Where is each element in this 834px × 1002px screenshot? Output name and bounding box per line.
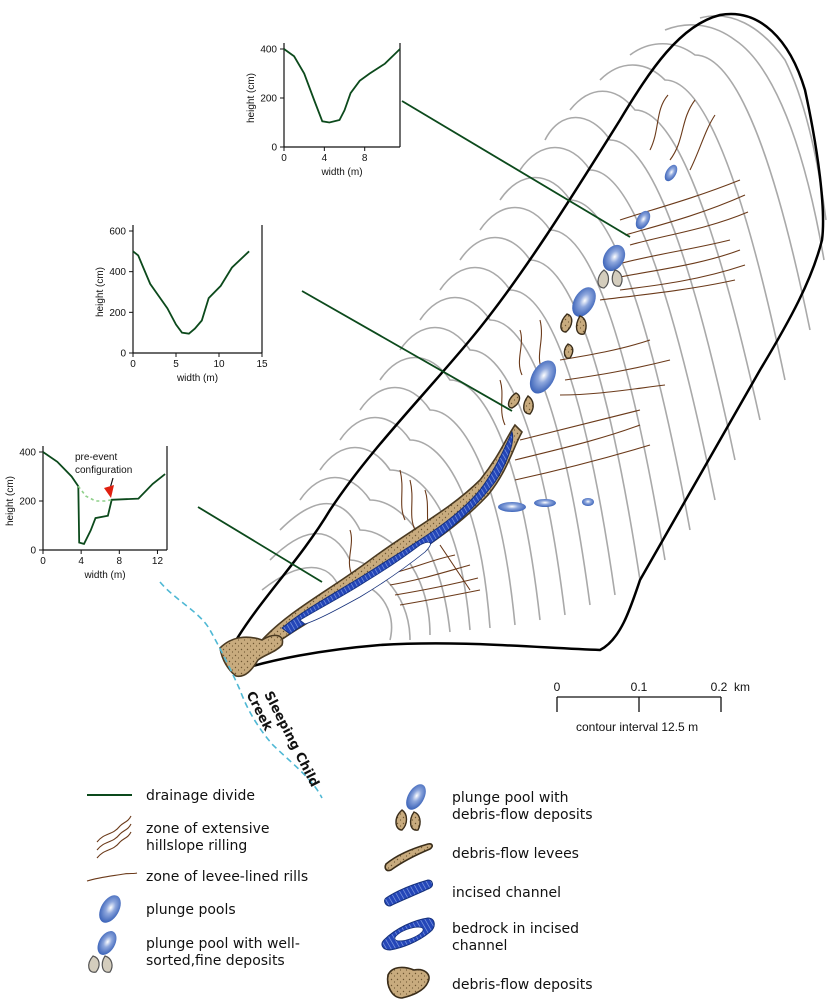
x-tick-label: 4: [78, 556, 84, 567]
plunge-pool: [635, 210, 651, 230]
map-legend: drainage divide zone of extensive hillslo…: [86, 784, 593, 999]
x-tick-label: 8: [117, 556, 123, 567]
y-axis-label: height (cm): [246, 73, 257, 123]
plunge-pool: [572, 287, 596, 317]
legend-item-pool-debris-deposits: plunge pool with debris-flow deposits: [395, 784, 593, 831]
legend-item-debris-flow-levees: debris-flow levees: [384, 843, 579, 872]
x-tick-label: 12: [152, 556, 164, 567]
annotation-line1: pre-event: [75, 452, 117, 463]
legend-item-drainage-divide: drainage divide: [87, 788, 255, 804]
cross-section-profile-middle: 0 5 10 15 0 200 400 600 width (m) height (cm): [95, 225, 268, 384]
svg-text:plunge pool with well-sorted,f: plunge pool with well-sorted,fine deposi…: [146, 936, 300, 969]
x-tick-label: 0: [130, 359, 136, 370]
scale-unit: km: [734, 680, 750, 694]
basin-boundary: [233, 12, 825, 672]
profile-line: [132, 250, 250, 335]
plunge-pool: [529, 360, 557, 394]
y-tick-label: 0: [120, 349, 126, 360]
cross-section-profile-lower: 0 4 8 12 0 200 400 width (m) height (cm) pre-even…: [5, 446, 168, 581]
x-axis-label: width (m): [176, 373, 218, 384]
profile-line: [283, 48, 401, 124]
legend-item-pool-fine-deposits: plunge pool with well-sorted,fine deposi…: [88, 931, 300, 973]
plunge-pool: [602, 244, 626, 272]
creek-label-line1: Sleeping ChildCreek: [243, 682, 322, 797]
y-tick-label: 400: [260, 45, 277, 56]
x-tick-label: 0: [40, 556, 46, 567]
legend-item-incised-channel: incised channel: [384, 879, 561, 907]
svg-text:debris-flow deposits: debris-flow deposits: [452, 977, 593, 993]
x-axis-label: width (m): [320, 167, 362, 178]
y-tick-label: 400: [19, 448, 36, 459]
pre-event-profile: [77, 485, 112, 502]
plunge-pools: [498, 164, 678, 512]
y-tick-label: 200: [109, 308, 126, 319]
debris-deposit: [563, 343, 574, 359]
scale-tick-0: 0: [554, 680, 561, 694]
x-tick-label: 4: [322, 153, 328, 164]
scale-tick-1: 0.1: [631, 680, 648, 694]
x-tick-label: 10: [213, 359, 225, 370]
legend-item-hillslope-rilling: zone of extensive hillslope rilling: [96, 815, 270, 859]
debris-deposit: [523, 395, 534, 415]
x-tick-label: 0: [281, 153, 287, 164]
scale-tick-2: 0.2: [711, 680, 728, 694]
annotation-arrow-head: [104, 485, 114, 498]
legend-item-plunge-pools: plunge pools: [99, 895, 236, 923]
sleeping-child-creek: [159, 581, 323, 799]
svg-text:drainage divide: drainage divide: [146, 788, 255, 804]
plunge-pool: [534, 499, 556, 507]
y-axis-label: height (cm): [95, 267, 106, 317]
cross-section-profile-upper: 0 4 8 0 200 400 width (m) height (cm): [246, 43, 401, 178]
svg-text:debris-flow levees: debris-flow levees: [452, 846, 579, 862]
incised-channel-system: [219, 423, 523, 678]
fine-deposit: [597, 269, 610, 289]
svg-text:zone of levee-lined rills: zone of levee-lined rills: [146, 869, 308, 885]
profile-leader-lines: [197, 100, 631, 583]
legend-item-debris-flow-deposits: debris-flow deposits: [386, 966, 593, 999]
svg-text:plunge pools: plunge pools: [146, 902, 236, 918]
svg-text:incised channel: incised channel: [452, 885, 561, 901]
plunge-pool: [664, 164, 678, 182]
x-tick-label: 8: [362, 153, 368, 164]
debris-deposit: [507, 392, 521, 409]
plunge-pool: [582, 498, 594, 506]
y-tick-label: 0: [30, 546, 36, 557]
y-axis-label: height (cm): [5, 476, 16, 526]
x-tick-label: 5: [173, 359, 179, 370]
y-tick-label: 600: [109, 227, 126, 238]
fine-deposit: [611, 269, 623, 287]
legend-item-levee-lined-rills: zone of levee-lined rills: [86, 869, 308, 885]
x-tick-label: 15: [256, 359, 268, 370]
x-axis-label: width (m): [83, 570, 125, 581]
bedrock-in-channel: [299, 541, 431, 625]
y-tick-label: 0: [271, 143, 277, 154]
y-tick-label: 200: [260, 94, 277, 105]
debris-deposit: [560, 313, 573, 333]
y-tick-label: 400: [109, 267, 126, 278]
debris-flow-deposits-fan: [219, 634, 284, 678]
y-tick-label: 200: [19, 497, 36, 508]
contour-interval: contour interval 12.5 m: [576, 720, 698, 734]
legend-item-bedrock-channel: bedrock in incised channel: [381, 917, 579, 954]
contour-lines: [261, 15, 827, 641]
profile-line: [42, 451, 166, 545]
scale-bar: 0 0.1 0.2 km contour interval 12.5 m: [554, 680, 750, 734]
plunge-pool: [498, 502, 526, 512]
debris-deposit: [575, 315, 587, 335]
annotation-line2: configuration: [75, 465, 132, 476]
